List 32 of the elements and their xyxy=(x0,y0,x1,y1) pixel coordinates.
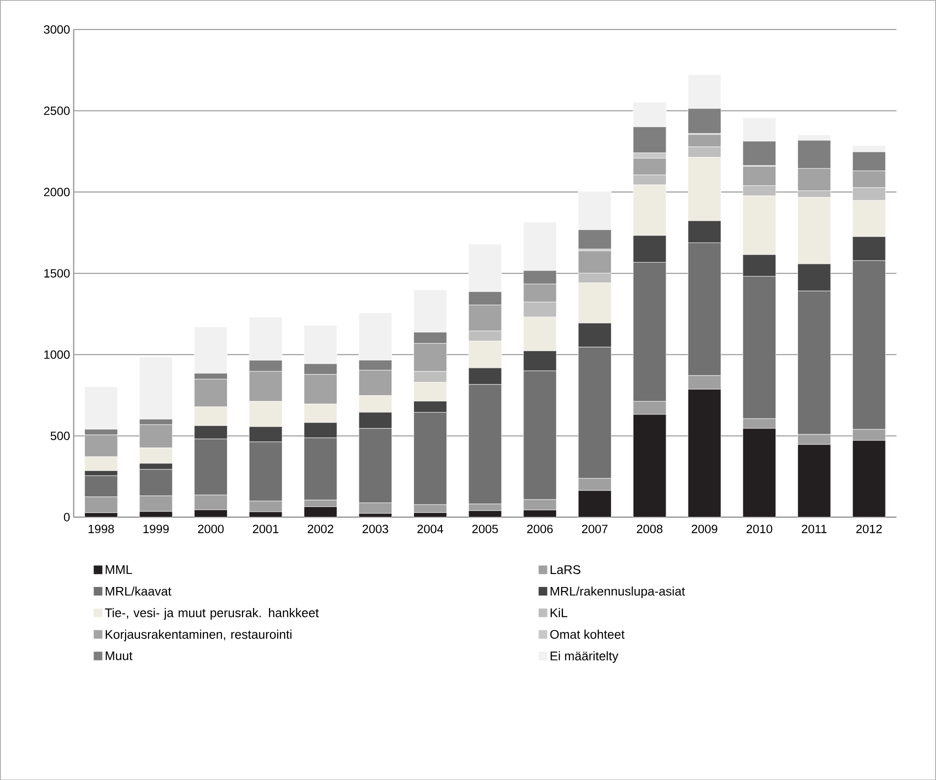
legend-label: Omat kohteet xyxy=(550,629,625,639)
y-tick-label: 500 xyxy=(50,431,70,440)
x-tick-label: 2005 xyxy=(472,524,498,533)
x-tick-label: 2006 xyxy=(527,524,553,533)
y-tick-label: 2000 xyxy=(44,188,70,196)
x-tick-label: 2002 xyxy=(308,524,334,533)
x-tick-label: 1999 xyxy=(144,524,169,533)
legend-label: Tie-, vesi- ja muut perusrak. hankkeet xyxy=(105,608,319,620)
y-tick-label: 2500 xyxy=(44,106,70,115)
x-tick-label: 2008 xyxy=(636,524,662,533)
x-tick-label: 2003 xyxy=(362,524,388,533)
legend-label: LaRS xyxy=(550,565,580,574)
x-tick-label: 2010 xyxy=(746,524,772,533)
legend-label: MML xyxy=(106,565,132,574)
legend-label: KiL xyxy=(550,608,568,617)
x-tick-label: 2009 xyxy=(692,524,718,533)
legend-label: Ei määritelty xyxy=(550,650,618,663)
legend-label: MRL/rakennuslupa-asiat xyxy=(550,586,685,598)
x-tick-label: 2004 xyxy=(417,524,444,533)
legend-label: MRL/kaavat xyxy=(106,586,172,596)
x-tick-label: 2011 xyxy=(802,524,826,533)
x-tick-label: 2007 xyxy=(582,524,608,533)
x-tick-label: 2000 xyxy=(198,524,224,533)
y-tick-label: 1500 xyxy=(44,268,70,278)
x-tick-label: 2001 xyxy=(252,524,278,533)
y-tick-label: 1000 xyxy=(44,350,70,359)
legend-label: Muut xyxy=(106,651,132,660)
legend-label: Korjausrakentaminen, restaurointi xyxy=(106,629,292,642)
y-tick-label: 0 xyxy=(64,512,70,522)
y-tick-label: 3000 xyxy=(44,25,70,34)
x-tick-label: 2012 xyxy=(856,524,882,533)
x-tick-label: 1998 xyxy=(88,524,114,533)
